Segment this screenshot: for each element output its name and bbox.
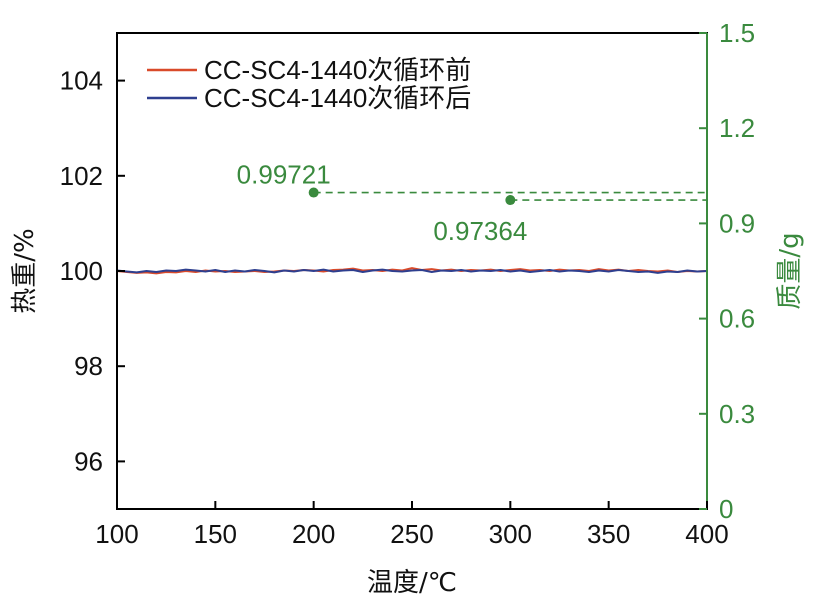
legend: CC-SC4-1440次循环前 CC-SC4-1440次循环后 [147,55,471,113]
y-left-tick-label: 104 [60,66,103,96]
y-right-tick-label: 1.2 [719,113,755,143]
y-axis-title-left: 热重/% [10,228,40,313]
plot-content: 0.99721 0.97364 [116,160,708,275]
y-left-tick-label: 100 [60,256,103,286]
annotation-label: 0.99721 [237,160,331,190]
y-right-tick-label: 0.6 [719,304,755,334]
annotation-label: 0.97364 [433,216,527,246]
y-right-tick-label: 1.5 [719,18,755,48]
y-left-tick-label: 98 [74,351,103,381]
legend-label-after: CC-SC4-1440次循环后 [204,83,471,113]
annotation-point [308,187,319,198]
x-tick-label: 100 [95,519,138,549]
axis-ticks: 100 150 200 250 300 350 400 96 98 100 102 104 0 0.3 0.… [60,18,756,549]
x-tick-label: 200 [292,519,335,549]
y-right-tick-label: 0.9 [719,208,755,238]
series-line-after [116,268,708,274]
y-left-tick-label: 102 [60,161,103,191]
x-axis-title: 温度/℃ [367,568,457,598]
y-right-tick-label: 0 [719,494,733,524]
x-tick-label: 300 [489,519,532,549]
y-left-tick-label: 96 [74,446,103,476]
x-tick-label: 150 [194,519,237,549]
x-tick-label: 250 [390,519,433,549]
x-tick-label: 350 [587,519,630,549]
y-axis-title-right: 质量/g [775,232,805,309]
y-right-tick-label: 0.3 [719,399,755,429]
x-tick-label: 400 [685,519,728,549]
annotation-point [505,195,516,206]
legend-label-before: CC-SC4-1440次循环前 [204,55,471,85]
